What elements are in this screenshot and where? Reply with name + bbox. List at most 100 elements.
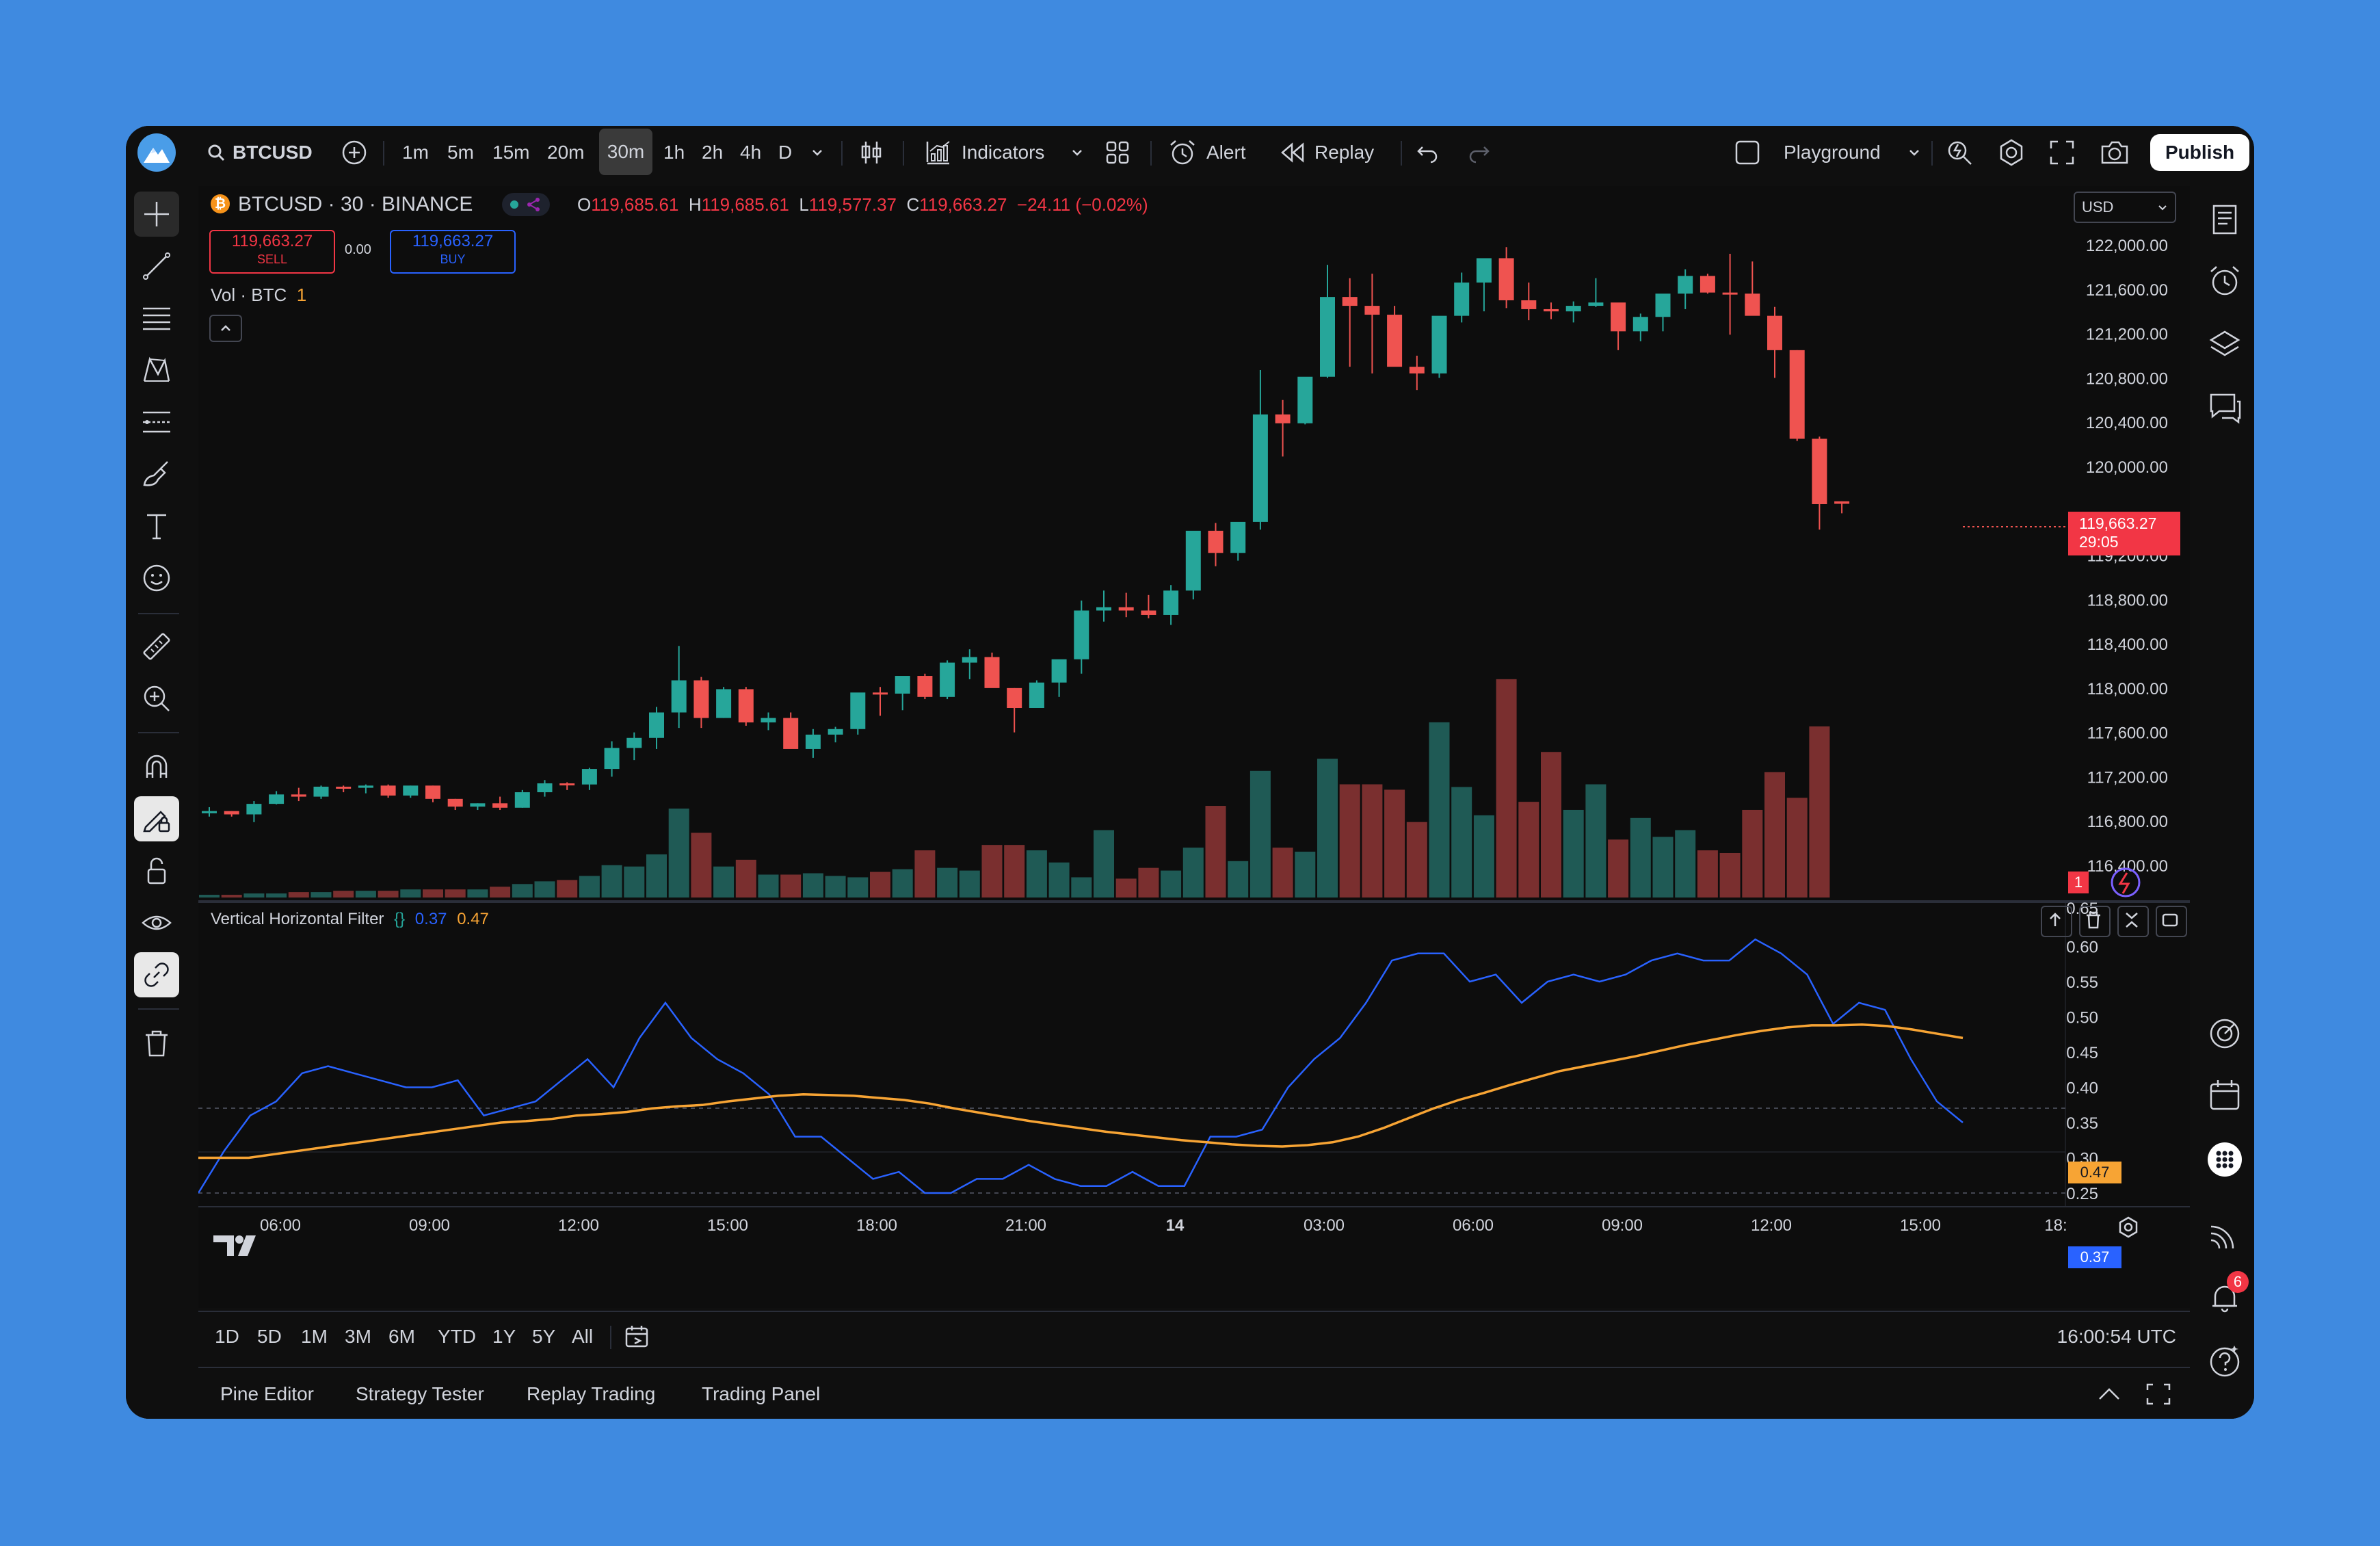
layout-checkbox[interactable] bbox=[1734, 126, 1760, 179]
tf-1m[interactable]: 1m bbox=[402, 126, 429, 179]
measure-tool[interactable] bbox=[134, 624, 179, 669]
calendar-button[interactable] bbox=[2202, 1073, 2247, 1118]
volume-bar bbox=[266, 893, 287, 898]
zoom-tool[interactable] bbox=[134, 676, 179, 721]
range-1D[interactable]: 1D bbox=[215, 1312, 239, 1361]
sell-button[interactable]: 119,663.27 SELL bbox=[209, 230, 335, 274]
remove-drawings[interactable] bbox=[134, 1021, 179, 1066]
tab-pine-editor[interactable]: Pine Editor bbox=[220, 1368, 314, 1419]
range-5D[interactable]: 5D bbox=[257, 1312, 282, 1361]
pattern-tool[interactable] bbox=[134, 348, 179, 393]
publish-button[interactable]: Publish bbox=[2150, 134, 2250, 171]
apps-button[interactable] bbox=[2202, 1137, 2247, 1182]
range-3M[interactable]: 3M bbox=[345, 1312, 371, 1361]
pane-delete-button[interactable] bbox=[2079, 906, 2111, 937]
watchlist-button[interactable] bbox=[2202, 197, 2247, 242]
tf-2h[interactable]: 2h bbox=[702, 126, 723, 179]
smiley-icon bbox=[143, 564, 170, 592]
pane-collapse-button[interactable] bbox=[2117, 906, 2149, 937]
collapse-legend-button[interactable] bbox=[209, 315, 242, 342]
ai-assistant-icon[interactable] bbox=[2111, 867, 2141, 898]
price-tick: 120,800.00 bbox=[2086, 369, 2168, 388]
hide-drawings[interactable] bbox=[134, 900, 179, 945]
symbol-search[interactable]: BTCUSD bbox=[207, 126, 313, 179]
currency-select[interactable]: USD bbox=[2074, 192, 2176, 223]
undo-button[interactable] bbox=[1416, 126, 1440, 179]
chart-settings-button[interactable] bbox=[2115, 1214, 2142, 1241]
tab-trading-panel[interactable]: Trading Panel bbox=[702, 1368, 820, 1419]
object-tree-button[interactable] bbox=[2202, 322, 2247, 367]
replay-button[interactable]: Replay bbox=[1280, 126, 1374, 179]
candle-body bbox=[1812, 438, 1827, 504]
vhf-legend[interactable]: Vertical Horizontal Filter {} 0.37 0.47 bbox=[211, 910, 489, 929]
quick-search-button[interactable] bbox=[1945, 126, 1974, 179]
news-feed-button[interactable] bbox=[2202, 1212, 2247, 1257]
range-YTD[interactable]: YTD bbox=[438, 1312, 476, 1361]
lock-drawings[interactable] bbox=[134, 848, 179, 893]
magnet-tool[interactable] bbox=[134, 744, 179, 789]
tf-1h[interactable]: 1h bbox=[663, 126, 685, 179]
stay-in-drawing-mode[interactable] bbox=[134, 796, 179, 841]
buy-button[interactable]: 119,663.27 BUY bbox=[390, 230, 516, 274]
layout-name[interactable]: Playground bbox=[1784, 126, 1881, 179]
pane-move-up-button[interactable] bbox=[2041, 906, 2072, 937]
redo-button[interactable] bbox=[1466, 126, 1491, 179]
tf-4h[interactable]: 4h bbox=[740, 126, 761, 179]
projection-tool[interactable] bbox=[134, 399, 179, 445]
indicators-dropdown[interactable] bbox=[1070, 126, 1085, 179]
tf-15m[interactable]: 15m bbox=[492, 126, 529, 179]
tf-20m[interactable]: 20m bbox=[547, 126, 584, 179]
ideas-button[interactable] bbox=[2202, 1011, 2247, 1056]
layout-dropdown[interactable] bbox=[1907, 126, 1922, 179]
indicators-button[interactable]: Indicators bbox=[925, 126, 1044, 179]
layouts-button[interactable] bbox=[1105, 126, 1130, 179]
range-1Y[interactable]: 1Y bbox=[492, 1312, 516, 1361]
crosshair-tool[interactable] bbox=[134, 192, 179, 237]
tab-strategy-tester[interactable]: Strategy Tester bbox=[356, 1368, 484, 1419]
pane-maximize-button[interactable] bbox=[2156, 906, 2187, 937]
app-logo[interactable] bbox=[135, 126, 178, 179]
sync-drawings[interactable] bbox=[134, 952, 179, 997]
snapshot-button[interactable] bbox=[2100, 126, 2130, 179]
fullscreen-button[interactable] bbox=[2049, 126, 2075, 179]
range-1M[interactable]: 1M bbox=[301, 1312, 328, 1361]
alerts-button[interactable] bbox=[2202, 259, 2247, 304]
candle-body bbox=[984, 657, 1000, 688]
volume-bar bbox=[1071, 877, 1092, 898]
source-code-icon[interactable]: {} bbox=[394, 910, 406, 928]
compare-symbol-button[interactable] bbox=[341, 126, 368, 179]
go-to-date-button[interactable] bbox=[624, 1312, 651, 1361]
tf-D[interactable]: D bbox=[778, 126, 792, 179]
range-6M[interactable]: 6M bbox=[388, 1312, 415, 1361]
emoji-tool[interactable] bbox=[134, 555, 179, 601]
text-tool[interactable] bbox=[134, 503, 179, 549]
utc-clock[interactable]: 16:00:54 UTC bbox=[2057, 1312, 2176, 1361]
tf-dropdown[interactable] bbox=[810, 126, 825, 179]
volume-bar bbox=[1563, 809, 1584, 898]
expand-panel-button[interactable] bbox=[2095, 1368, 2123, 1419]
range-5Y[interactable]: 5Y bbox=[532, 1312, 555, 1361]
chats-button[interactable] bbox=[2202, 384, 2247, 430]
candle-body bbox=[940, 662, 955, 697]
tf-5m[interactable]: 5m bbox=[447, 126, 474, 179]
market-status[interactable] bbox=[502, 193, 550, 216]
fib-tool[interactable] bbox=[134, 296, 179, 341]
range-All[interactable]: All bbox=[572, 1312, 593, 1361]
tf-30m-active[interactable]: 30m bbox=[599, 129, 652, 175]
help-button[interactable] bbox=[2202, 1338, 2247, 1383]
chart-canvas[interactable]: 122,000.00 121,600.00 121,200.00 120,800.00… bbox=[198, 186, 2190, 1308]
volume-bar bbox=[1317, 759, 1338, 898]
chart-area[interactable]: 122,000.00 121,600.00 121,200.00 120,800.00… bbox=[198, 186, 2190, 1308]
volume-bar bbox=[870, 872, 890, 898]
alert-button[interactable]: Alert bbox=[1168, 126, 1246, 179]
alert-label: Alert bbox=[1206, 142, 1246, 163]
tab-replay-trading[interactable]: Replay Trading bbox=[527, 1368, 655, 1419]
notifications-button[interactable] bbox=[2202, 1275, 2247, 1320]
symbol-title[interactable]: BTCUSD · 30 · BINANCE bbox=[238, 193, 473, 215]
settings-button[interactable] bbox=[1997, 126, 2026, 179]
brush-tool[interactable] bbox=[134, 451, 179, 497]
maximize-panel-button[interactable] bbox=[2145, 1368, 2172, 1419]
trendline-tool[interactable] bbox=[134, 244, 179, 289]
volume-legend[interactable]: Vol · BTC 1 bbox=[211, 285, 306, 306]
chart-type-button[interactable] bbox=[859, 126, 884, 179]
